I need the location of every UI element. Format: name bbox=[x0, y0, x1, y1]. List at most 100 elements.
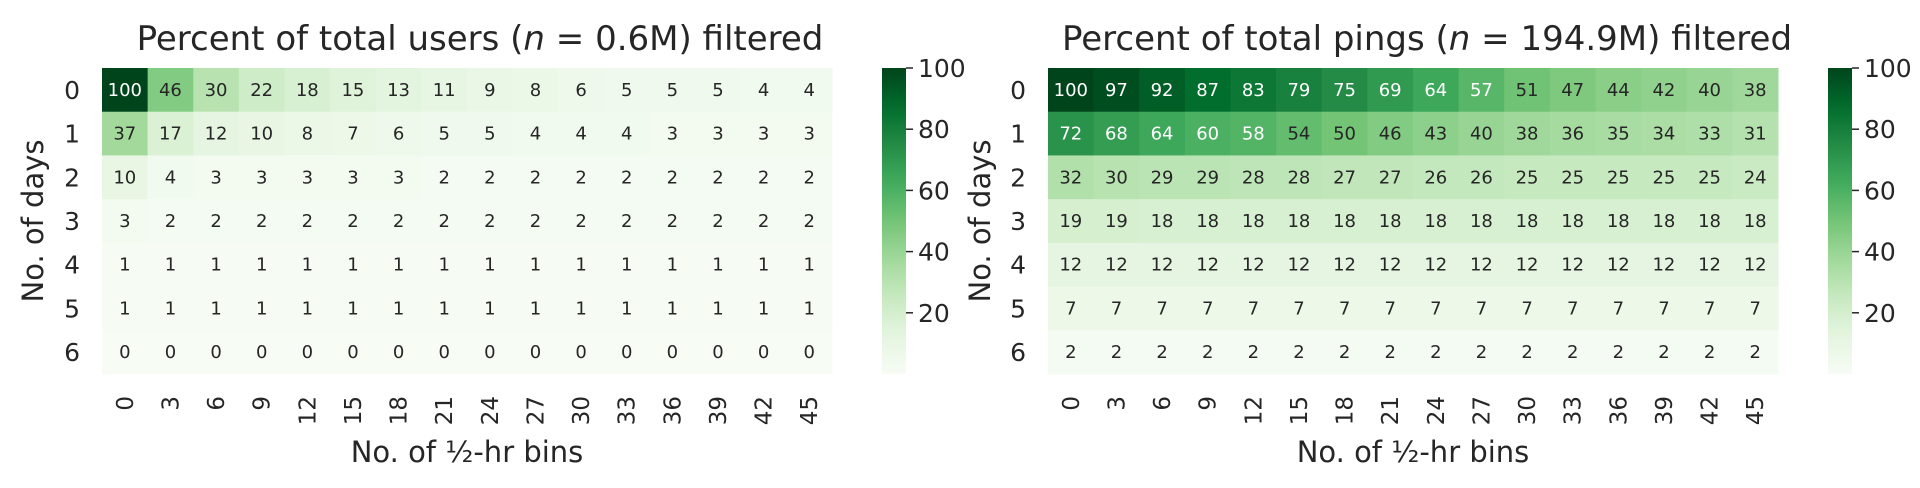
cell-value-label: 69 bbox=[1379, 80, 1402, 101]
heatmap-cell bbox=[1184, 242, 1231, 288]
cell-value-label: 7 bbox=[1567, 298, 1578, 319]
heatmap-cell bbox=[1276, 111, 1323, 156]
cell-value-label: 18 bbox=[1470, 211, 1493, 232]
heatmap-cell bbox=[1413, 155, 1460, 200]
heatmap-cell bbox=[1367, 330, 1414, 375]
heatmap-cell bbox=[740, 286, 787, 331]
heatmap-cell bbox=[649, 286, 696, 331]
heatmap-cell bbox=[786, 330, 833, 375]
cell-value-label: 51 bbox=[1516, 80, 1539, 101]
heatmap-cell bbox=[558, 330, 605, 375]
heatmap-cell bbox=[1321, 111, 1368, 156]
heatmap-cell bbox=[512, 286, 559, 331]
cell-value-label: 3 bbox=[256, 167, 267, 188]
heatmap-cell bbox=[512, 68, 559, 113]
cell-value-label: 2 bbox=[803, 211, 814, 232]
heatmap-cell bbox=[284, 68, 331, 113]
cell-value-label: 1 bbox=[575, 298, 586, 319]
heatmap-cell bbox=[102, 199, 149, 244]
heatmap-cell bbox=[375, 286, 422, 331]
y-tick-label: 6 bbox=[64, 338, 80, 367]
cell-value-label: 1 bbox=[393, 255, 404, 276]
cell-value-label: 4 bbox=[621, 124, 632, 145]
heatmap-cell bbox=[1595, 68, 1642, 113]
y-tick-label: 0 bbox=[1010, 76, 1026, 105]
cell-value-label: 18 bbox=[1561, 211, 1584, 232]
cell-value-label: 33 bbox=[1698, 124, 1721, 145]
heatmap-cell bbox=[1595, 155, 1642, 200]
cell-value-label: 0 bbox=[712, 342, 723, 363]
cell-value-label: 30 bbox=[205, 80, 228, 101]
heatmap-cell bbox=[649, 199, 696, 244]
heatmap-cell bbox=[1048, 111, 1095, 156]
cell-value-label: 2 bbox=[1567, 342, 1578, 363]
cell-value-label: 92 bbox=[1151, 80, 1174, 101]
cell-value-label: 1 bbox=[530, 298, 541, 319]
cell-value-label: 2 bbox=[256, 211, 267, 232]
heatmap-cell bbox=[1321, 155, 1368, 200]
x-tick-label: 12 bbox=[1241, 396, 1267, 425]
cell-value-label: 3 bbox=[393, 167, 404, 188]
heatmap-cell bbox=[147, 330, 194, 375]
cell-value-label: 17 bbox=[159, 124, 182, 145]
cell-value-label: 0 bbox=[530, 342, 541, 363]
cell-value-label: 4 bbox=[530, 124, 541, 145]
cell-value-label: 2 bbox=[758, 211, 769, 232]
heatmap-cell bbox=[695, 330, 742, 375]
heatmap-cell bbox=[421, 242, 468, 288]
heatmap-cell bbox=[1458, 199, 1505, 244]
cell-value-label: 18 bbox=[1698, 211, 1721, 232]
cell-value-label: 37 bbox=[113, 124, 136, 145]
heatmap-cell bbox=[1184, 199, 1231, 244]
x-tick-label: 42 bbox=[752, 396, 778, 425]
cell-value-label: 40 bbox=[1698, 80, 1721, 101]
heatmap-cell bbox=[1732, 242, 1779, 288]
heatmap-cell bbox=[603, 330, 650, 375]
heatmap-cell bbox=[1641, 199, 1688, 244]
heatmap-cell bbox=[1367, 286, 1414, 331]
cell-value-label: 8 bbox=[530, 80, 541, 101]
heatmap-cell bbox=[1230, 155, 1277, 200]
cell-value-label: 64 bbox=[1151, 124, 1174, 145]
heatmap-cell bbox=[375, 330, 422, 375]
cell-value-label: 9 bbox=[484, 80, 495, 101]
cell-value-label: 15 bbox=[341, 80, 364, 101]
cell-value-label: 7 bbox=[1521, 298, 1532, 319]
cell-value-label: 5 bbox=[712, 80, 723, 101]
heatmap-cell bbox=[1458, 330, 1505, 375]
cell-value-label: 46 bbox=[159, 80, 182, 101]
cell-value-label: 18 bbox=[1333, 211, 1356, 232]
cell-value-label: 18 bbox=[1379, 211, 1402, 232]
cell-value-label: 7 bbox=[1384, 298, 1395, 319]
heatmap-cell bbox=[786, 155, 833, 200]
heatmap-cell bbox=[1276, 286, 1323, 331]
cell-value-label: 19 bbox=[1105, 211, 1128, 232]
heatmap-cell bbox=[375, 111, 422, 156]
x-tick-label: 36 bbox=[1606, 396, 1632, 425]
heatmap-cell bbox=[1686, 286, 1733, 331]
x-tick-label: 24 bbox=[478, 396, 504, 425]
cell-value-label: 2 bbox=[210, 211, 221, 232]
heatmap-cell bbox=[284, 286, 331, 331]
heatmap-cell bbox=[512, 330, 559, 375]
heatmap-cell bbox=[284, 199, 331, 244]
cell-value-label: 1 bbox=[438, 255, 449, 276]
heatmap-cell bbox=[330, 68, 377, 113]
heatmap-cell bbox=[147, 155, 194, 200]
cell-value-label: 1 bbox=[484, 255, 495, 276]
heatmap-cell bbox=[603, 155, 650, 200]
heatmap-cell bbox=[1048, 330, 1095, 375]
heatmap-cell bbox=[1549, 199, 1596, 244]
heatmap-cell bbox=[1732, 68, 1779, 113]
chart-title: Percent of total pings (n = 194.9M) filt… bbox=[1062, 19, 1792, 59]
cell-value-label: 1 bbox=[438, 298, 449, 319]
heatmap-cell bbox=[558, 286, 605, 331]
cell-value-label: 26 bbox=[1470, 167, 1493, 188]
chart-title: Percent of total users (n = 0.6M) filter… bbox=[137, 19, 824, 59]
x-tick-label: 21 bbox=[1378, 396, 1404, 425]
cell-value-label: 12 bbox=[1652, 255, 1675, 276]
heatmap-cell bbox=[147, 68, 194, 113]
cell-value-label: 12 bbox=[1424, 255, 1447, 276]
cell-value-label: 43 bbox=[1424, 124, 1447, 145]
